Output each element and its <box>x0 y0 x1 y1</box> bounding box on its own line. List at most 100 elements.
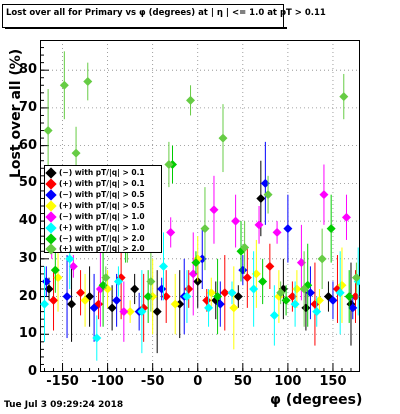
data-point <box>240 243 250 252</box>
y-tick-label: 20 <box>18 288 37 304</box>
data-point <box>238 265 248 275</box>
y-tick-label: 80 <box>18 62 37 78</box>
data-point <box>283 224 293 234</box>
data-point <box>119 307 129 317</box>
data-point <box>182 292 192 302</box>
data-point <box>76 288 86 298</box>
data-point <box>218 133 228 143</box>
data-point <box>269 310 279 320</box>
data-point <box>53 273 63 283</box>
legend-label: (+) with pT/|q| > 2.0 <box>59 244 145 253</box>
data-point <box>319 190 329 200</box>
x-tick-label: -100 <box>91 374 124 389</box>
data-point <box>49 295 59 305</box>
data-point <box>209 205 219 215</box>
data-point <box>157 284 167 294</box>
data-point <box>40 299 50 309</box>
x-tick-label: -50 <box>140 374 165 389</box>
data-point <box>351 273 360 283</box>
data-point <box>281 295 291 305</box>
data-point <box>125 307 135 317</box>
data-point <box>204 303 214 313</box>
x-axis-label: φ (degrees) <box>270 392 363 408</box>
data-point <box>137 307 147 317</box>
x-tick-label: 50 <box>233 374 252 389</box>
data-point <box>213 292 223 302</box>
data-point <box>164 160 174 169</box>
legend-marker <box>45 200 57 212</box>
x-tick-label: 0 <box>193 374 203 389</box>
data-point <box>272 227 282 237</box>
data-point <box>80 295 90 305</box>
data-point <box>206 288 216 298</box>
y-tick-label: 50 <box>18 175 37 191</box>
data-point <box>44 284 54 294</box>
data-point <box>158 261 168 271</box>
data-point <box>65 254 75 264</box>
data-point <box>170 299 180 309</box>
data-point <box>265 261 275 271</box>
data-point <box>328 295 338 305</box>
legend-label: (+) with pT/|q| > 1.0 <box>59 223 145 232</box>
data-point <box>152 307 162 317</box>
data-point <box>71 148 81 158</box>
data-point <box>231 216 241 226</box>
chart-title: Lost over all for Primary vs φ (degrees)… <box>6 8 326 18</box>
data-point <box>348 303 358 313</box>
legend: (−) with pT/|q| > 0.1 (+) with pT/|q| > … <box>44 165 162 255</box>
data-point <box>341 212 351 222</box>
y-tick-label: 40 <box>18 213 37 229</box>
data-point <box>290 299 300 309</box>
legend-label: (−) with pT/|q| > 2.0 <box>59 234 145 243</box>
legend-entry: (−) with pT/|q| > 0.1 <box>45 167 145 179</box>
data-point <box>184 284 194 294</box>
data-point <box>317 254 327 264</box>
data-point <box>92 333 102 343</box>
legend-marker <box>45 211 57 223</box>
y-tick-label: 70 <box>18 99 37 115</box>
data-point <box>227 288 237 298</box>
timestamp: Tue Jul 3 09:29:24 2018 <box>4 400 124 410</box>
y-tick-label: 10 <box>18 326 37 342</box>
data-point <box>62 292 72 302</box>
legend-label: (+) with pT/|q| > 0.5 <box>59 201 145 210</box>
data-point <box>191 258 201 268</box>
legend-marker <box>45 167 57 179</box>
data-point <box>339 92 349 102</box>
y-tick-label: 30 <box>18 250 37 266</box>
data-point <box>258 276 268 286</box>
data-point <box>249 284 259 294</box>
legend-label: (−) with pT/|q| > 0.1 <box>59 168 145 177</box>
data-point <box>220 288 230 298</box>
data-point <box>242 273 252 283</box>
data-point <box>299 284 309 294</box>
data-point <box>301 303 311 313</box>
data-point <box>146 276 156 286</box>
legend-entry: (−) with pT/|q| > 2.0 <box>45 233 145 245</box>
data-point <box>113 276 123 286</box>
legend-label: (−) with pT/|q| > 1.0 <box>59 212 145 221</box>
data-point <box>303 280 313 290</box>
data-point <box>68 261 78 271</box>
legend-marker <box>45 178 57 190</box>
data-point <box>101 273 111 283</box>
x-tick-label: 100 <box>274 374 302 389</box>
data-point <box>67 299 77 309</box>
data-point <box>312 307 322 317</box>
data-point <box>229 303 239 313</box>
data-point <box>305 288 315 298</box>
data-point <box>335 288 345 298</box>
data-point <box>326 224 336 234</box>
title-box <box>2 4 287 29</box>
y-tick-label: 60 <box>18 137 37 153</box>
data-point <box>130 284 140 294</box>
legend-entry: (+) with pT/|q| > 1.0 <box>45 222 145 234</box>
data-point <box>166 227 176 237</box>
data-point <box>43 126 53 136</box>
data-point <box>50 265 60 275</box>
data-point <box>344 292 354 302</box>
data-point <box>276 288 286 298</box>
legend-label: (−) with pT/|q| > 0.5 <box>59 190 145 199</box>
legend-marker <box>45 222 57 234</box>
data-point <box>175 299 185 309</box>
